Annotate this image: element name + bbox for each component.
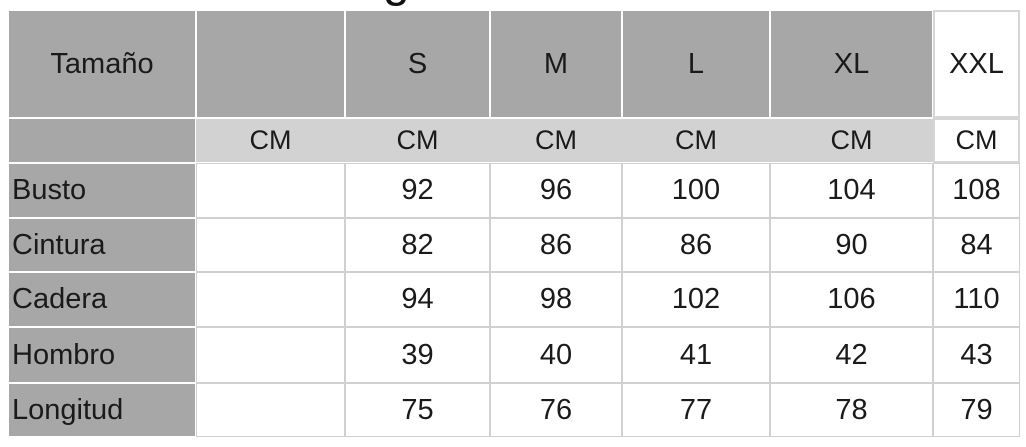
unit-cell-blank: CM bbox=[196, 118, 345, 163]
data-cell-hombro-xl: 42 bbox=[770, 327, 933, 383]
unit-cell-xl: CM bbox=[770, 118, 933, 163]
unit-cell-tamano bbox=[8, 118, 196, 163]
data-cell-longitud-s: 75 bbox=[345, 383, 490, 437]
row-label-hombro: Hombro bbox=[8, 327, 196, 383]
data-cell-cintura-s: 82 bbox=[345, 218, 490, 272]
data-cell-longitud-m: 76 bbox=[490, 383, 622, 437]
row-label-cintura: Cintura bbox=[8, 218, 196, 272]
data-cell-busto-s: 92 bbox=[345, 163, 490, 218]
data-cell-busto-m: 96 bbox=[490, 163, 622, 218]
data-cell-longitud-blank bbox=[196, 383, 345, 437]
data-cell-busto-xl: 104 bbox=[770, 163, 933, 218]
data-cell-cadera-s: 94 bbox=[345, 272, 490, 327]
cropped-heading-text: g bbox=[380, 0, 422, 9]
data-cell-cadera-xl: 106 bbox=[770, 272, 933, 327]
row-label-cadera: Cadera bbox=[8, 272, 196, 327]
data-cell-busto-xxl: 108 bbox=[933, 163, 1020, 218]
header-cell-tamano: Tamaño bbox=[8, 10, 196, 118]
data-cell-longitud-xl: 78 bbox=[770, 383, 933, 437]
row-label-busto: Busto bbox=[8, 163, 196, 218]
unit-cell-s: CM bbox=[345, 118, 490, 163]
header-cell-xxl: XXL bbox=[933, 10, 1020, 118]
header-cell-s: S bbox=[345, 10, 490, 118]
data-cell-cintura-m: 86 bbox=[490, 218, 622, 272]
unit-cell-l: CM bbox=[622, 118, 770, 163]
size-table: Tamaño S M L XL XXL CM CM CM CM CM CM Busto 92 96 100 10… bbox=[8, 10, 1020, 437]
data-cell-cadera-blank bbox=[196, 272, 345, 327]
data-cell-cintura-l: 86 bbox=[622, 218, 770, 272]
data-cell-hombro-m: 40 bbox=[490, 327, 622, 383]
data-cell-cintura-xl: 90 bbox=[770, 218, 933, 272]
data-cell-cintura-blank bbox=[196, 218, 345, 272]
data-cell-hombro-xxl: 43 bbox=[933, 327, 1020, 383]
data-cell-hombro-blank bbox=[196, 327, 345, 383]
data-cell-busto-l: 100 bbox=[622, 163, 770, 218]
header-cell-l: L bbox=[622, 10, 770, 118]
data-cell-hombro-s: 39 bbox=[345, 327, 490, 383]
row-label-longitud: Longitud bbox=[8, 383, 196, 437]
data-cell-cadera-m: 98 bbox=[490, 272, 622, 327]
data-cell-longitud-xxl: 79 bbox=[933, 383, 1020, 437]
data-cell-hombro-l: 41 bbox=[622, 327, 770, 383]
header-cell-m: M bbox=[490, 10, 622, 118]
data-cell-cadera-l: 102 bbox=[622, 272, 770, 327]
unit-cell-m: CM bbox=[490, 118, 622, 163]
data-cell-longitud-l: 77 bbox=[622, 383, 770, 437]
data-cell-busto-blank bbox=[196, 163, 345, 218]
data-cell-cintura-xxl: 84 bbox=[933, 218, 1020, 272]
header-cell-blank bbox=[196, 10, 345, 118]
data-cell-cadera-xxl: 110 bbox=[933, 272, 1020, 327]
header-cell-xl: XL bbox=[770, 10, 933, 118]
unit-cell-xxl: CM bbox=[933, 118, 1020, 163]
